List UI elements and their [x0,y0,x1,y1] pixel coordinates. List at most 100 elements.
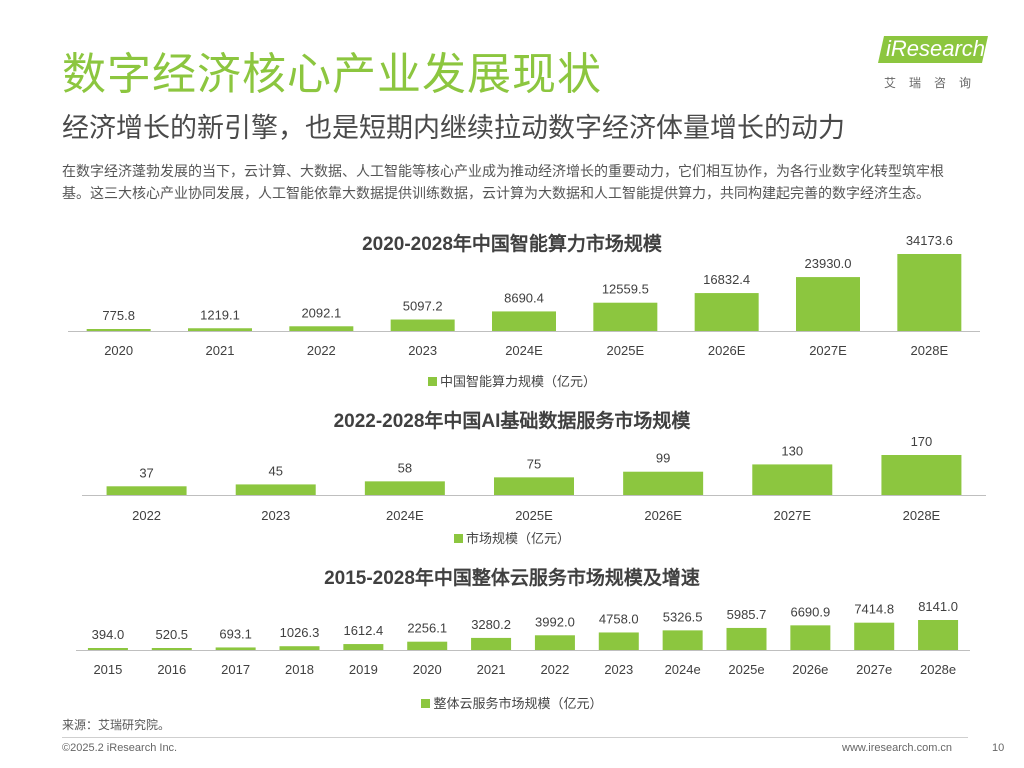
chart2-bar [106,486,187,495]
chart3-tick-label: 2022 [540,662,569,677]
chart2-bar [494,477,574,495]
chart1-bar [492,311,556,331]
chart2-tick-label: 2027E [773,508,811,523]
chart3-tick-label: 2024e [665,662,701,677]
chart3-data-label: 7414.8 [854,602,894,617]
page-number: 10 [992,742,1005,754]
chart2-bar [881,455,962,495]
chart3-data-label: 3992.0 [535,614,575,629]
chart2-legend-label: 市场规模（亿元） [465,531,570,546]
chart2-bar [235,484,316,495]
chart2-data-label: 170 [911,434,933,449]
chart1-tick-label: 2020 [104,343,133,358]
chart3-bar [215,647,256,650]
chart1-bar [86,329,151,331]
chart3-tick-label: 2016 [157,662,186,677]
chart2-tick-label: 2028E [903,508,941,523]
chart1-legend: 中国智能算力规模（亿元） [0,371,1024,390]
chart1-data-label: 34173.6 [906,233,953,248]
chart2-bar [364,481,445,495]
chart3-tick-label: 2015 [93,662,122,677]
page-title: 数字经济核心产业发展现状 [62,50,602,99]
chart3-bar [87,648,128,650]
footer-divider [62,737,968,738]
legend-swatch [427,377,437,386]
chart1-tick-label: 2021 [206,343,235,358]
chart1-data-label: 1219.1 [200,307,240,322]
chart3-tick-label: 2028e [920,662,956,677]
chart1-tick-label: 2025E [607,343,645,358]
intro-paragraph: 在数字经济蓬勃发展的当下，云计算、大数据、人工智能等核心产业成为推动经济增长的重… [62,163,944,201]
source-note: 来源：艾瑞研究院。 [62,718,171,732]
chart1-plot: 775.8 2020 1219.1 2021 2092.1 2022 5097.2 2023 8… [68,233,980,358]
chart2-tick-label: 2023 [261,508,290,523]
chart2-data-label: 37 [139,465,153,480]
chart3-data-label: 5326.5 [663,609,703,624]
chart1-bar [289,326,354,331]
chart2-tick-label: 2026E [644,508,682,523]
chart1-data-label: 2092.1 [301,305,341,320]
chart3-tick-label: 2018 [285,662,314,677]
chart3-bar [151,648,192,650]
chart1-tick-label: 2023 [408,343,437,358]
chart1-legend-label: 中国智能算力规模（亿元） [439,374,596,389]
chart1-data-label: 23930.0 [805,256,852,271]
chart3-bar [854,622,895,650]
website-link[interactable]: www.iresearch.com.cn [842,742,953,754]
chart3-data-label: 1612.4 [343,623,383,638]
chart3-data-label: 6690.9 [790,604,830,619]
chart3-tick-label: 2020 [413,662,442,677]
chart3-bar [726,627,767,650]
chart3-tick-label: 2025e [728,662,764,677]
chart1-data-label: 775.8 [102,308,135,323]
logo-subtext: 艾瑞咨询 [884,76,985,90]
chart3-bar [918,620,959,650]
page-subtitle: 经济增长的新引擎，也是短期内继续拉动数字经济体量增长的动力 [62,113,845,143]
iresearch-logo: iResearch 艾瑞咨询 [878,34,998,94]
chart1-tick-label: 2022 [307,343,336,358]
chart2-data-label: 99 [656,451,670,466]
chart2-tick-label: 2025E [515,508,553,523]
chart1-bar [390,319,455,331]
chart2-data-label: 58 [398,460,412,475]
chart2-tick-label: 2024E [386,508,424,523]
chart2-title: 2022-2028年中国AI基础数据服务市场规模 [333,411,691,432]
chart1-bar [897,254,962,331]
chart2-bar [752,464,833,495]
copyright: ©2025.2 iResearch Inc. [62,742,178,754]
chart3-data-label: 3280.2 [471,617,511,632]
chart1-data-label: 5097.2 [403,299,443,314]
chart3-data-label: 5985.7 [727,607,767,622]
chart3-bar [790,625,831,650]
chart3-tick-label: 2021 [477,662,506,677]
chart1-tick-label: 2024E [505,343,543,358]
chart3-data-label: 693.1 [219,626,252,641]
chart2-bar [623,471,704,495]
chart3-plot: 394.0 2015 520.5 2016 693.1 2017 1026.3 2018 161… [76,599,970,677]
chart3-tick-label: 2027e [856,662,892,677]
chart3-data-label: 394.0 [92,627,125,642]
chart1-tick-label: 2026E [708,343,746,358]
chart2-legend: 市场规模（亿元） [0,528,1024,547]
chart1-data-label: 12559.5 [602,282,649,297]
chart3-title: 2015-2028年中国整体云服务市场规模及增速 [324,568,700,589]
chart3-data-label: 2256.1 [407,621,447,636]
chart3-bar [279,646,320,650]
chart1-data-label: 8690.4 [504,290,544,305]
chart3-data-label: 8141.0 [918,599,958,614]
chart1-bar [796,277,860,331]
chart1-title: 2020-2028年中国智能算力市场规模 [362,234,662,255]
chart3-tick-label: 2017 [221,662,250,677]
chart2-data-label: 130 [781,443,803,458]
chart3-tick-label: 2019 [349,662,378,677]
chart2-tick-label: 2022 [132,508,161,523]
chart3-tick-label: 2026e [792,662,828,677]
chart1-data-label: 16832.4 [703,272,750,287]
chart1-tick-label: 2027E [809,343,847,358]
chart1-tick-label: 2028E [911,343,949,358]
chart3-data-label: 520.5 [156,627,189,642]
legend-swatch [421,699,431,708]
chart3-bar [343,644,384,650]
chart1-bar [188,328,252,331]
